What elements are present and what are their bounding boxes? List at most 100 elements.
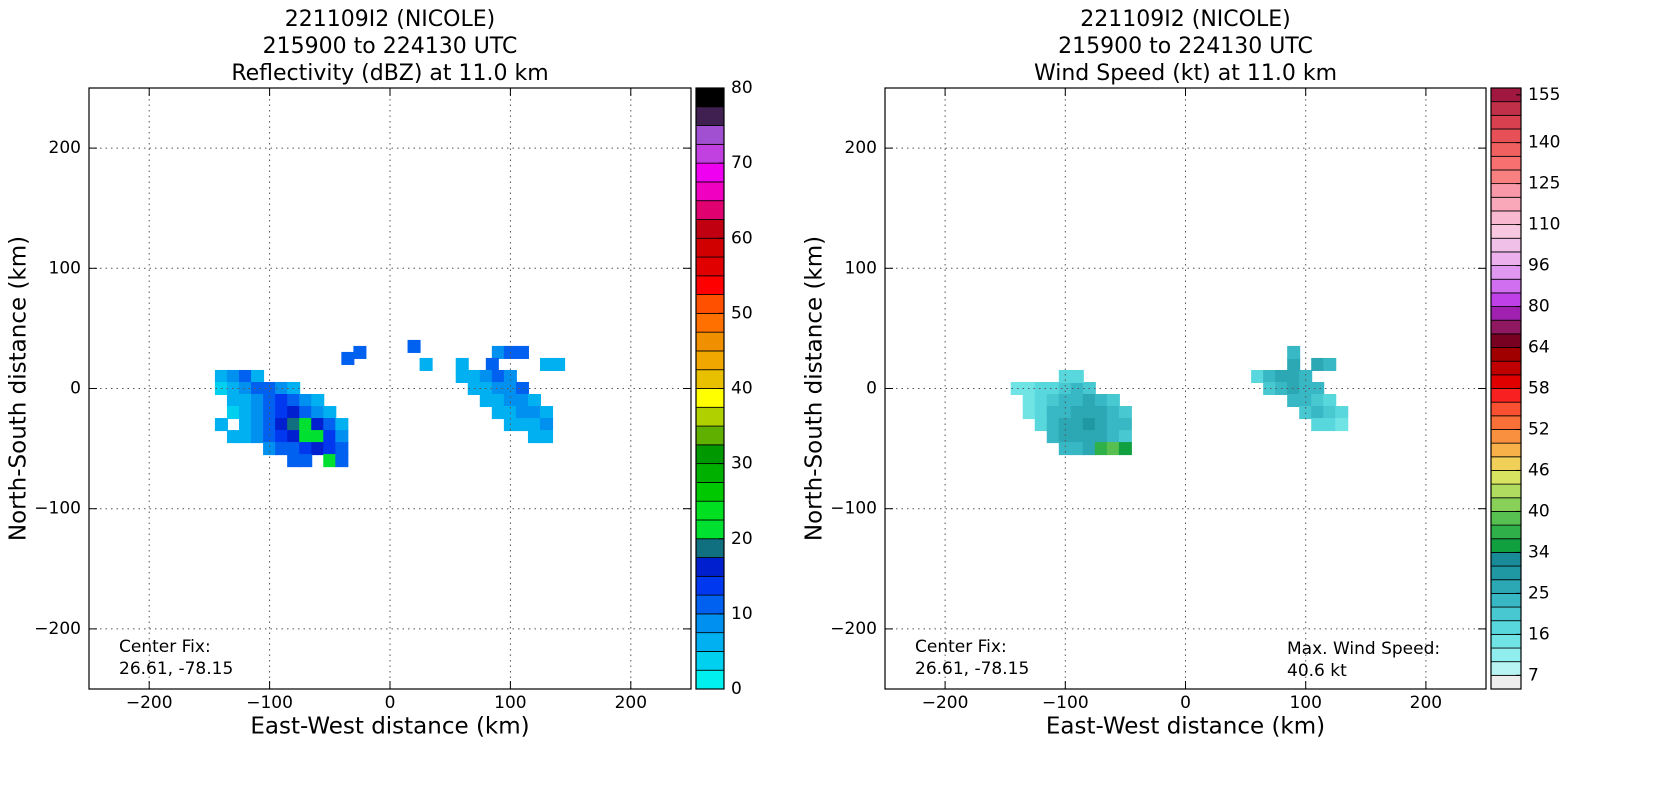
plot-frame [88,87,692,690]
y-axis-label: North-South distance (km) [6,236,32,541]
colorbar-tick-label: 64 [1528,338,1550,358]
cell [1046,418,1060,432]
cell [1251,369,1265,383]
colorbar-tick-label: 140 [1528,133,1560,153]
cell [527,394,541,408]
cell [1299,394,1313,408]
colorbar-bin [695,538,725,558]
panel: 221109I2 (NICOLE)215900 to 224130 UTCRef… [6,7,753,740]
colorbar-tick-label: 110 [1528,215,1560,235]
cell [1323,394,1337,408]
cell [1034,381,1048,396]
colorbar-bin [1490,347,1522,362]
cell [1106,442,1120,456]
cell [419,357,433,371]
colorbar-bin [695,406,725,427]
cell [1070,418,1084,432]
cell [407,339,421,353]
colorbar-tick-label: 16 [1528,624,1550,644]
cell [1311,381,1325,396]
colorbar-bin [1490,511,1522,526]
colorbar-bin [1490,196,1522,212]
cells [1010,345,1349,456]
cell [540,357,554,371]
cell [226,430,240,444]
colorbar-tick-label: 96 [1528,256,1550,276]
cell [226,369,240,383]
cell [1058,442,1072,456]
cell [263,394,277,408]
colorbar-bin [695,482,725,502]
cell [323,418,337,432]
colorbar-bin [1490,237,1522,253]
y-axis-label: North-South distance (km) [802,236,828,541]
cell [323,430,337,444]
cell [299,406,313,420]
colorbar-bin [695,256,725,277]
colorbar-tick-label: 50 [731,303,753,323]
colorbar-bin [695,143,725,164]
cell [323,406,337,420]
colorbar-bin [1490,278,1522,294]
cell [1118,442,1132,456]
cell [515,381,529,396]
x-tick-label: −200 [126,693,173,713]
colorbar-bin [695,294,725,314]
cell [1058,381,1072,396]
cell [1046,381,1060,396]
cell [263,381,277,396]
cell [1335,418,1349,432]
cell [515,418,529,432]
y-tick-label: −100 [34,499,81,519]
colorbar-bin [1490,674,1522,690]
cell [1046,394,1060,408]
cell [491,345,505,359]
y-tick-label: −100 [830,499,877,519]
colorbar-tick-label: 7 [1528,665,1539,685]
cell [251,369,265,383]
cell [503,394,517,408]
cell [515,345,529,359]
cell [335,430,349,444]
colorbar-tick-label: 52 [1528,419,1550,439]
colorbar-bin [1490,442,1522,458]
colorbar-tick-label: 34 [1528,542,1550,562]
cell [1034,394,1048,408]
cell [275,394,289,408]
cell [1299,381,1313,396]
cell [1287,381,1301,396]
colorbar-bin [695,463,725,483]
colorbar-bin [695,312,725,333]
annotation: Center Fix: [119,637,211,657]
colorbar-bin [695,350,725,371]
x-tick-label: 100 [1289,693,1321,713]
annotation: 40.6 kt [1287,661,1347,681]
colorbar-bin [1490,128,1522,144]
colorbar-bin [1490,524,1522,540]
colorbar-bin [1490,292,1522,307]
cell [1311,357,1325,371]
chart-title: 215900 to 224130 UTC [1058,34,1313,59]
annotation: Max. Wind Speed: [1287,639,1440,659]
colorbar-bin [1490,538,1522,553]
cell [1263,381,1277,396]
colorbar-bin [695,632,725,652]
cell [1058,369,1072,383]
cell [299,394,313,408]
cell [1323,357,1337,371]
cell [311,394,325,408]
cell [335,454,349,468]
colorbar-bin [695,613,725,634]
colorbar-bin [695,444,725,465]
cell [214,418,228,432]
cell [251,381,265,396]
cell [1299,369,1313,383]
colorbar-bin [1490,224,1522,239]
colorbar-tick-label: 46 [1528,460,1550,480]
cell [311,406,325,420]
cell [287,430,301,444]
colorbar-tick-label: 60 [731,228,753,248]
colorbar-bin [1490,647,1522,663]
colorbar-bin [1490,497,1522,512]
